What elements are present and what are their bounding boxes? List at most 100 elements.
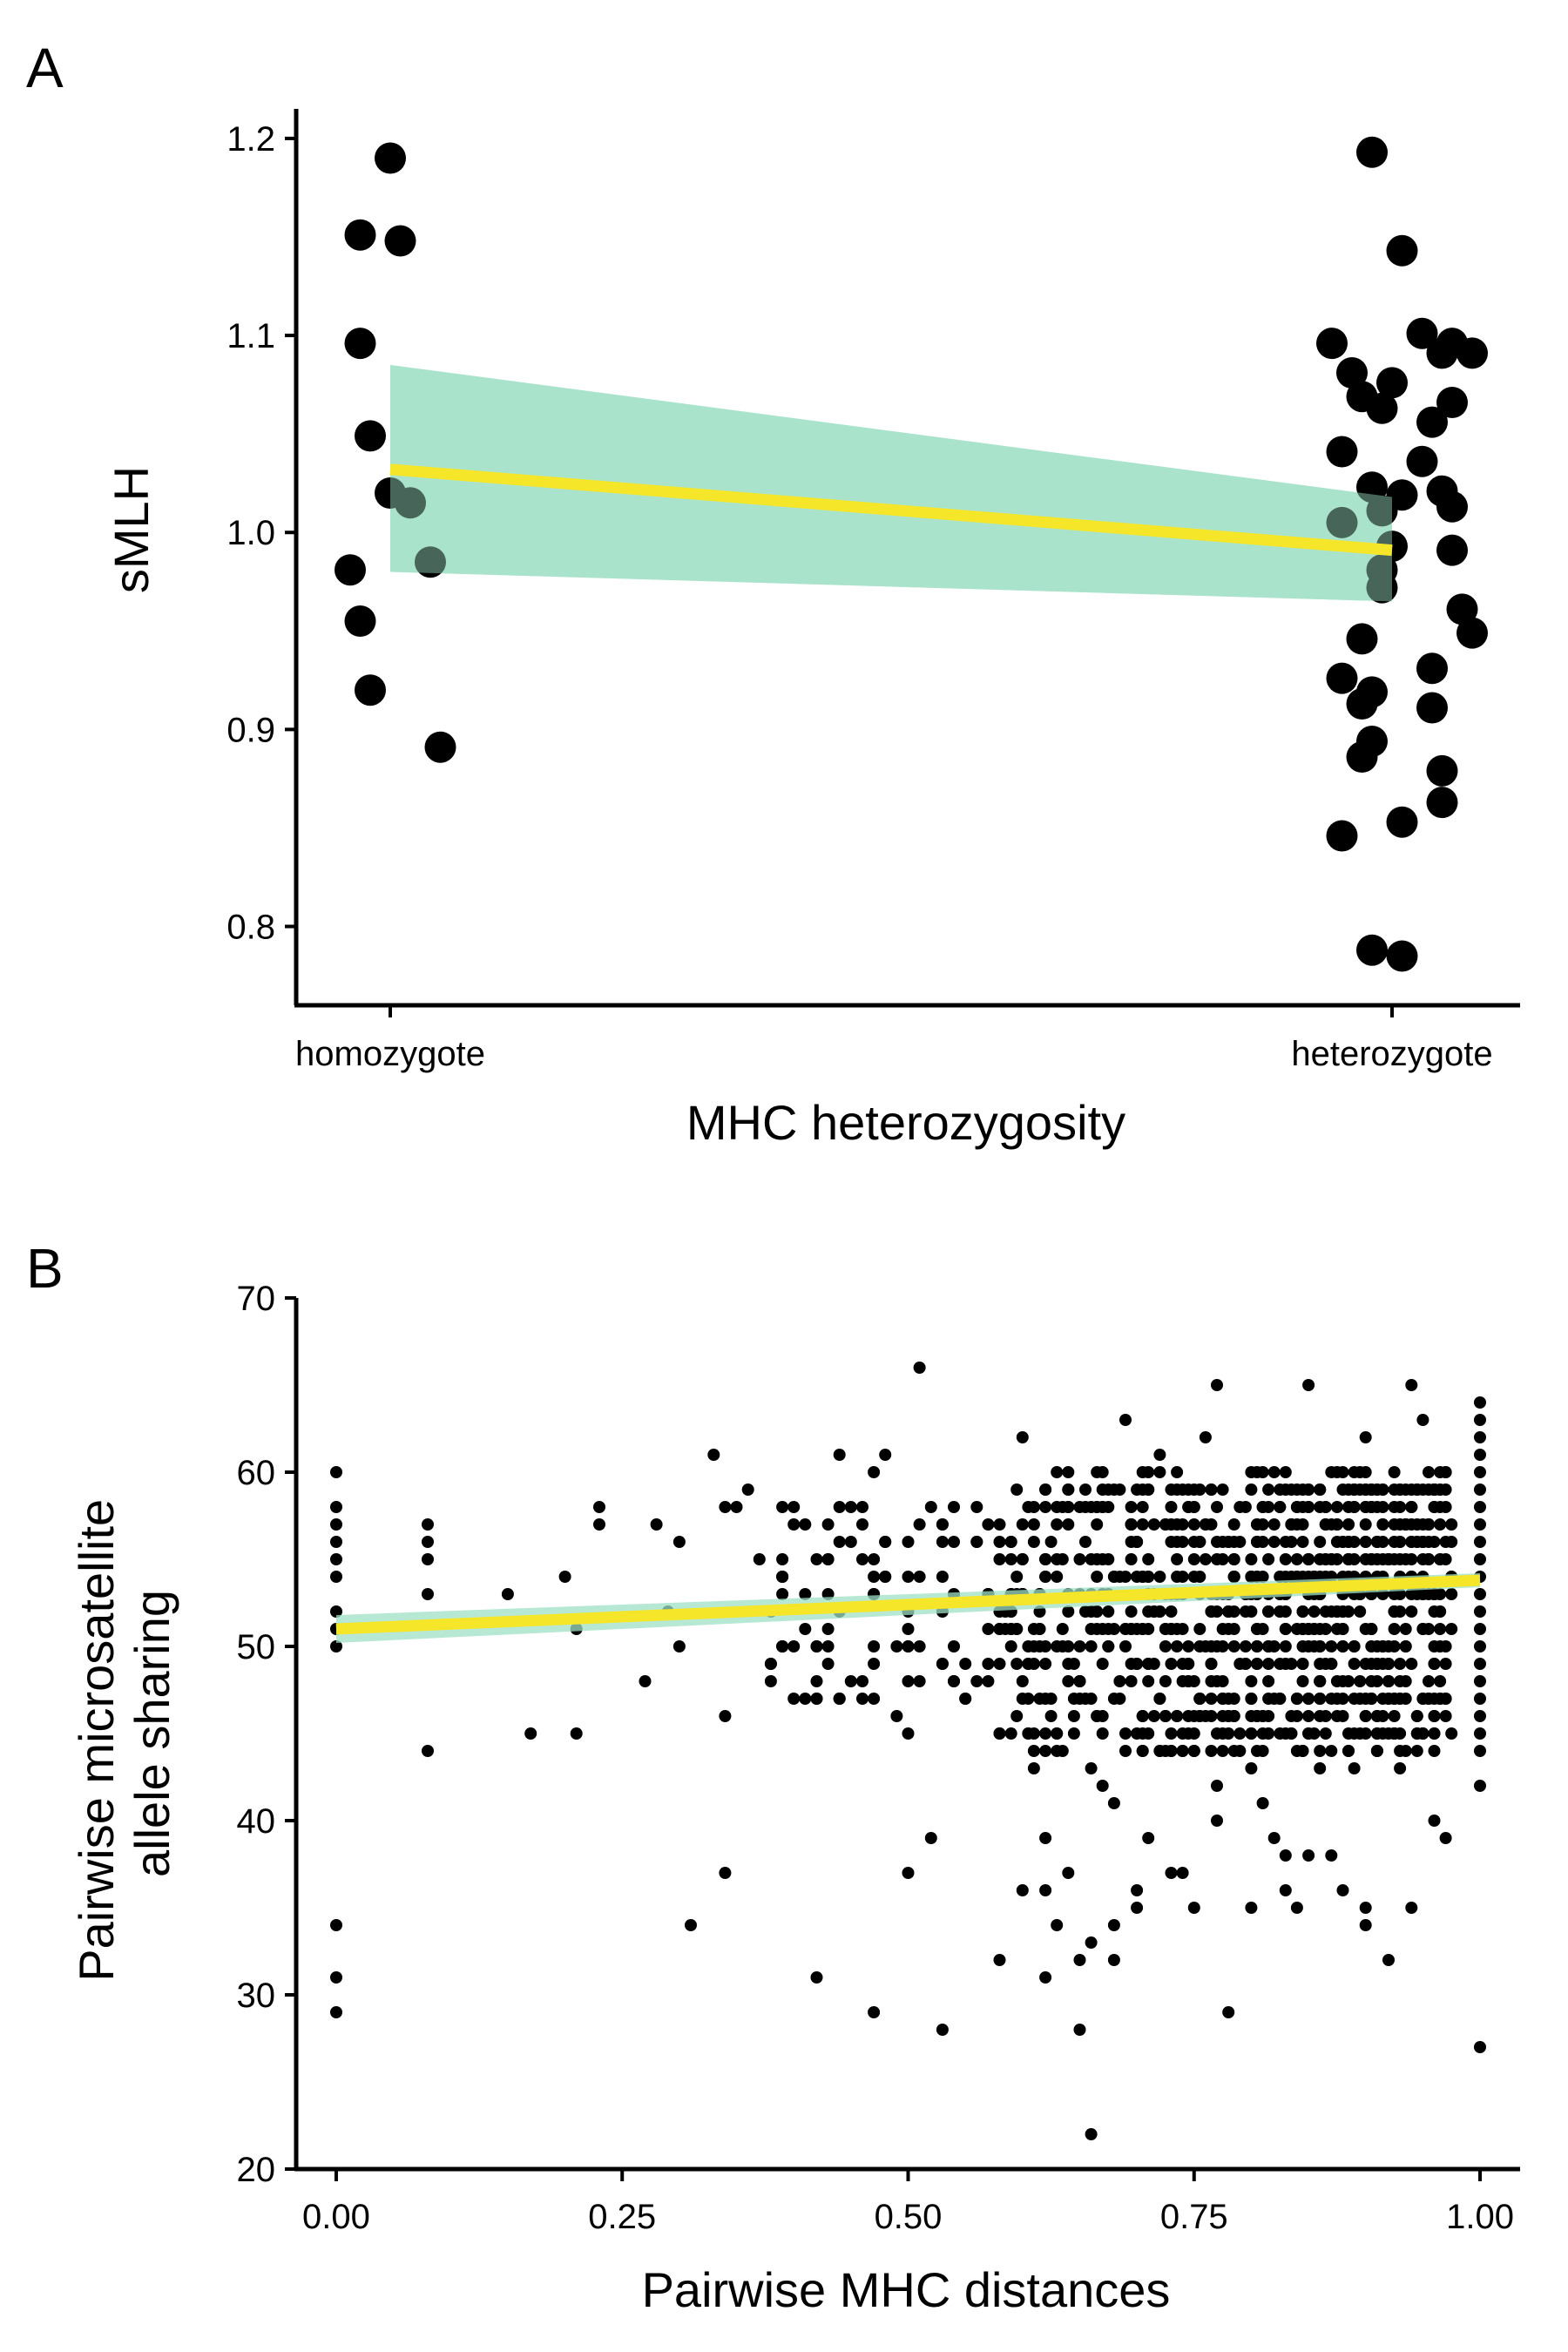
data-point — [1079, 1484, 1092, 1496]
data-point — [1051, 1919, 1064, 1931]
data-point — [799, 1623, 812, 1635]
data-point — [1342, 1745, 1355, 1757]
data-point — [1227, 1640, 1240, 1652]
data-point — [1187, 1536, 1200, 1548]
data-point — [1187, 1518, 1200, 1531]
data-point — [330, 1605, 342, 1618]
data-point — [1348, 1693, 1361, 1705]
data-point — [1346, 688, 1378, 720]
data-point — [1102, 1605, 1115, 1618]
data-point — [1285, 1727, 1298, 1740]
data-point — [524, 1727, 537, 1740]
data-point — [1102, 1623, 1115, 1635]
data-point — [856, 1553, 868, 1565]
data-point — [810, 1971, 823, 1984]
data-point — [1296, 1605, 1309, 1618]
data-point — [1342, 1553, 1355, 1565]
data-point — [1245, 1553, 1258, 1565]
x-tick-label: 1.00 — [1446, 2198, 1514, 2236]
data-point — [1182, 1675, 1195, 1687]
data-point — [1176, 1571, 1189, 1583]
data-point — [1356, 136, 1388, 168]
y-tick-label: 0.9 — [226, 711, 275, 749]
data-point — [993, 1536, 1006, 1548]
data-point — [1302, 1553, 1315, 1565]
data-point — [844, 1501, 857, 1513]
data-point — [1016, 1675, 1029, 1687]
data-point — [1131, 1658, 1144, 1670]
data-point — [1439, 1710, 1452, 1722]
data-point — [1004, 1536, 1017, 1548]
data-point — [1187, 1745, 1200, 1757]
x-tick-label: 0.25 — [588, 2198, 656, 2236]
data-point — [868, 1640, 881, 1652]
data-point — [1336, 1693, 1349, 1705]
data-point — [1346, 623, 1378, 655]
data-point — [1428, 1588, 1441, 1600]
data-point — [868, 1466, 881, 1478]
data-point — [1113, 1484, 1126, 1496]
data-point — [1356, 934, 1388, 966]
confidence-ribbon-overlay — [390, 365, 1392, 602]
data-point — [1434, 1553, 1447, 1565]
data-point — [821, 1640, 835, 1652]
data-point — [1370, 1658, 1383, 1670]
data-point — [1356, 471, 1388, 504]
data-point — [1474, 1727, 1486, 1740]
data-point — [1348, 1640, 1361, 1652]
data-point — [1426, 754, 1458, 787]
data-point — [1245, 1675, 1258, 1687]
data-point — [1102, 1553, 1115, 1565]
y-tick-label: 70 — [237, 1280, 276, 1318]
data-point — [1279, 1553, 1292, 1565]
data-point — [1096, 1501, 1109, 1513]
data-point — [1439, 1501, 1452, 1513]
data-point — [753, 1553, 766, 1565]
data-point — [1365, 1623, 1378, 1635]
data-point — [1279, 1640, 1292, 1652]
data-point — [1142, 1832, 1155, 1844]
data-point — [913, 1362, 926, 1374]
data-point — [1274, 1571, 1287, 1583]
data-point — [902, 1727, 915, 1740]
y-tick-label: 0.8 — [226, 909, 275, 947]
data-point — [1445, 1623, 1458, 1635]
data-point — [1131, 1571, 1144, 1583]
data-point — [913, 1640, 926, 1652]
data-point — [1439, 1832, 1452, 1844]
data-point — [1062, 1867, 1075, 1879]
data-point — [1439, 1484, 1452, 1496]
data-point — [1016, 1431, 1029, 1443]
data-point — [593, 1501, 605, 1513]
data-point — [879, 1536, 892, 1548]
data-point — [1434, 1518, 1447, 1531]
data-point — [1119, 1640, 1132, 1652]
data-point — [1445, 1727, 1458, 1740]
data-point — [1439, 1693, 1452, 1705]
data-point — [1119, 1727, 1132, 1740]
data-point — [1388, 1710, 1401, 1722]
data-point — [1010, 1484, 1024, 1496]
y-tick-label: 20 — [237, 2151, 276, 2189]
y-tick-label: 1.0 — [226, 514, 275, 552]
data-point — [1262, 1501, 1275, 1513]
data-point — [1131, 1727, 1144, 1740]
data-point — [1428, 1501, 1441, 1513]
data-point — [330, 1518, 342, 1531]
panel-a-ribbon-overlay — [390, 365, 1392, 602]
data-point — [1279, 1658, 1292, 1670]
data-point — [833, 1536, 846, 1548]
x-tick-label: 0.75 — [1160, 2198, 1228, 2236]
data-point — [1388, 1484, 1401, 1496]
data-point — [1211, 1780, 1223, 1792]
data-point — [913, 1675, 926, 1687]
data-point — [868, 1571, 881, 1583]
data-point — [1348, 1727, 1361, 1740]
data-point — [1165, 1867, 1178, 1879]
data-point — [1171, 1553, 1184, 1565]
data-point — [1376, 1518, 1389, 1531]
data-point — [1142, 1675, 1155, 1687]
fit-line — [389, 463, 1393, 557]
data-point — [1416, 1727, 1429, 1740]
data-point — [1423, 1693, 1435, 1705]
